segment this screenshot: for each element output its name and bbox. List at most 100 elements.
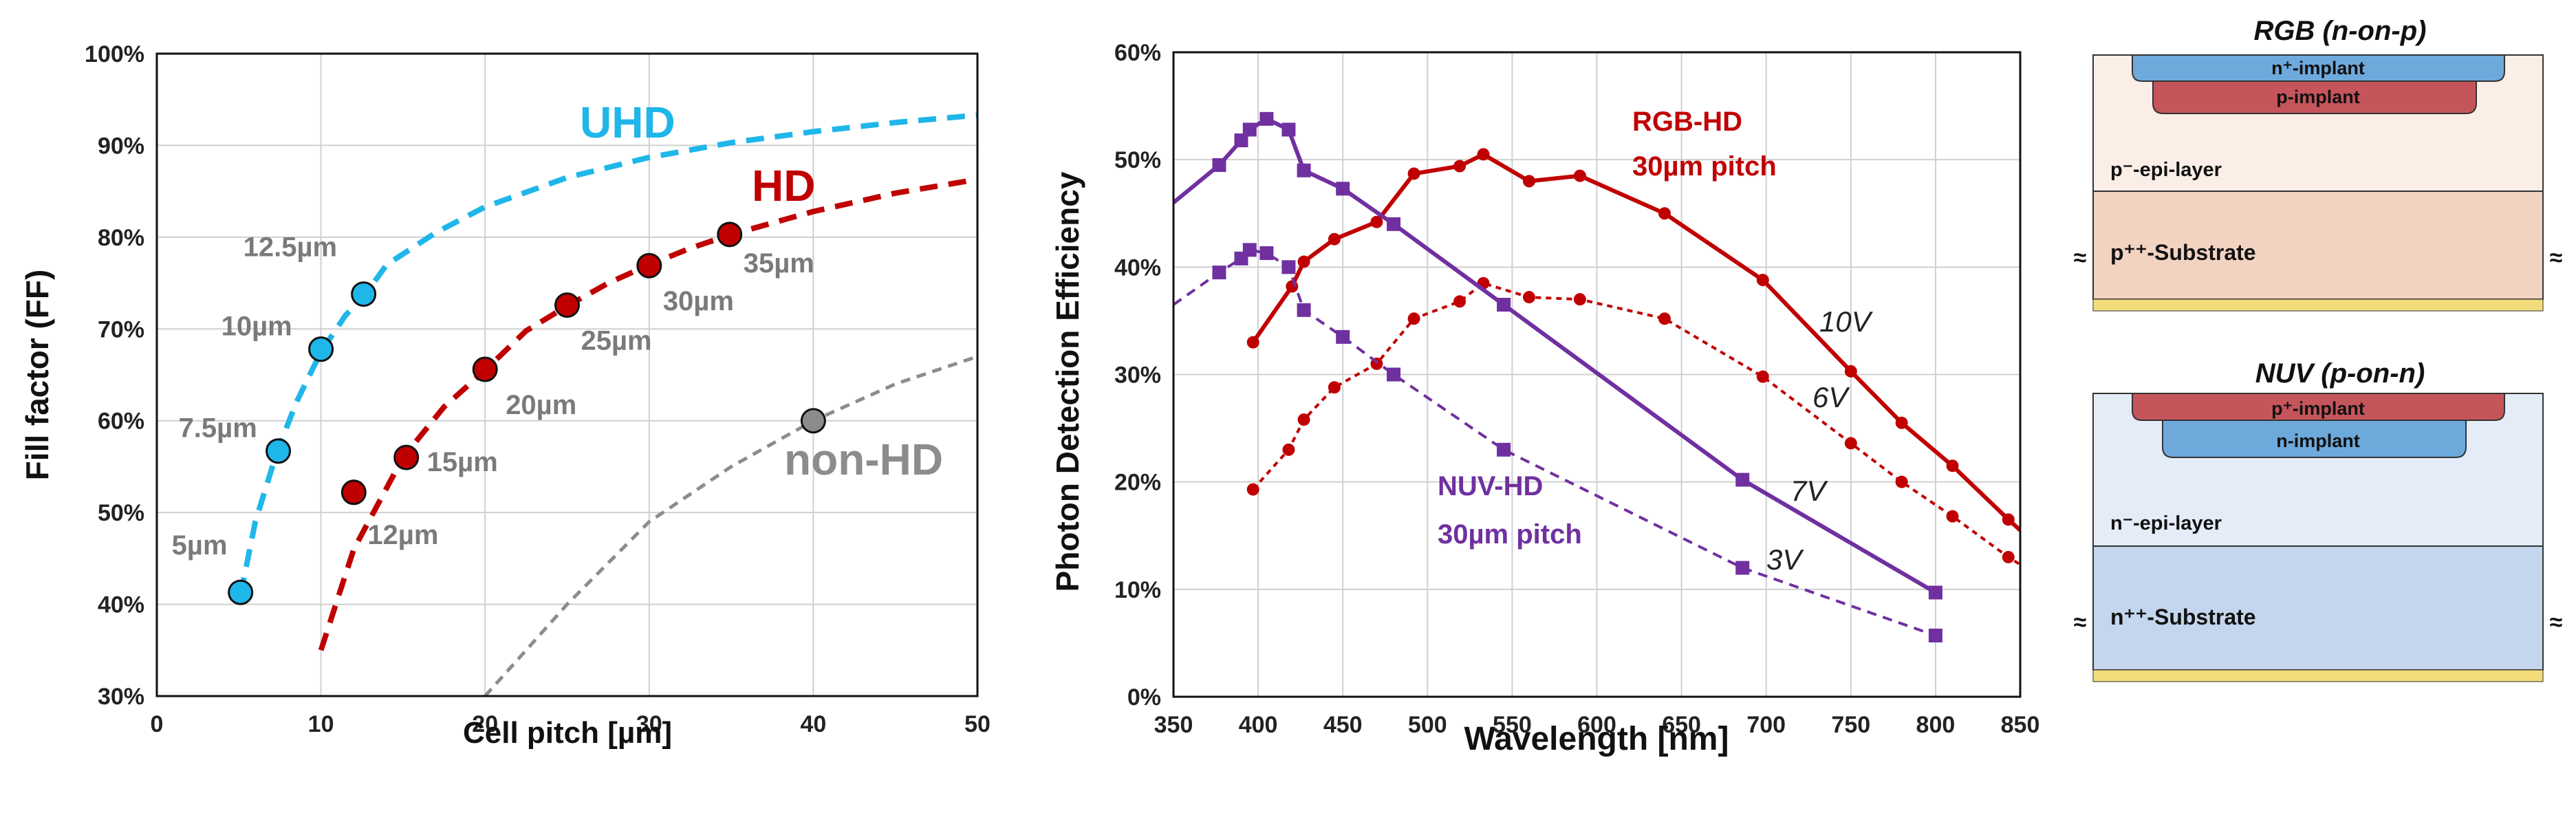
fill-factor-ylabel: Fill factor (FF)	[19, 270, 55, 481]
nuv-metal-contact	[2092, 669, 2544, 682]
label-6v: 6V	[1812, 381, 1850, 413]
point-hd-35-m	[717, 221, 743, 248]
marker-nuv-hd-3v	[1242, 243, 1257, 257]
nuv-top-implant-label: p⁺-implant	[2271, 398, 2365, 419]
marker-rgb-hd-10v	[1286, 280, 1299, 293]
point-non-hd	[800, 408, 826, 434]
fill-factor-xlabel: Cell pitch [µm]	[463, 716, 672, 750]
marker-nuv-hd-7v	[1735, 473, 1750, 487]
nuv-break-left: ≈	[2074, 609, 2087, 636]
marker-rgb-hd-6v	[1282, 443, 1295, 456]
point-label-35-m: 35µm	[744, 248, 814, 279]
rgb-hd-title: RGB-HD	[1632, 107, 1742, 137]
marker-rgb-hd-6v	[1756, 370, 1769, 383]
pde-frame	[1172, 51, 2022, 698]
marker-rgb-hd-10v	[1328, 232, 1341, 246]
marker-rgb-hd-6v	[2002, 550, 2015, 563]
pde-xtick-350: 350	[1154, 712, 1193, 738]
pde-ytick-60: 60%	[1114, 40, 1161, 66]
nuv-inner-implant-label: n-implant	[2276, 431, 2360, 451]
fill-factor-curves	[237, 112, 978, 697]
point-hd-15-m	[393, 444, 420, 470]
pde-ytick-10: 10%	[1114, 577, 1161, 603]
pde-ytick-30: 30%	[1114, 362, 1161, 389]
fill-factor-ytick-70: 70%	[98, 316, 144, 343]
rgb-break-right: ≈	[2550, 245, 2563, 271]
point-uhd-7-5-m	[266, 438, 292, 464]
marker-nuv-hd-7v	[1259, 111, 1274, 126]
marker-rgb-hd-10v	[1370, 215, 1383, 228]
marker-nuv-hd-7v	[1242, 122, 1257, 137]
marker-rgb-hd-6v	[1246, 483, 1259, 496]
marker-rgb-hd-10v	[1756, 274, 1769, 287]
marker-rgb-hd-10v	[1453, 160, 1466, 173]
rgb-metal-contact	[2092, 299, 2544, 312]
pde-xtick-400: 400	[1239, 712, 1278, 738]
fill-factor-xtick-50: 50	[964, 711, 991, 737]
marker-rgb-hd-6v	[1407, 312, 1420, 325]
pde-xtick-600: 600	[1577, 712, 1616, 738]
marker-nuv-hd-3v	[1259, 246, 1274, 261]
rgb-break-left: ≈	[2074, 245, 2087, 271]
marker-nuv-hd-7v	[1336, 182, 1350, 196]
pde-series-group	[1173, 111, 2020, 642]
pde-xtick-450: 450	[1323, 712, 1363, 738]
marker-rgb-hd-10v	[1844, 365, 1857, 378]
marker-rgb-hd-10v	[1477, 148, 1490, 161]
marker-nuv-hd-7v	[1234, 133, 1248, 148]
fill-factor-ytick-100: 100%	[85, 41, 144, 67]
marker-rgb-hd-6v	[1523, 291, 1536, 304]
marker-nuv-hd-7v	[1497, 297, 1511, 312]
marker-rgb-hd-10v	[1297, 255, 1310, 268]
marker-nuv-hd-7v	[1297, 163, 1311, 177]
pde-lines	[1173, 111, 2020, 642]
marker-nuv-hd-3v	[1336, 329, 1350, 344]
rgb-epi-label: p⁻-epi-layer	[2110, 159, 2222, 181]
nuv-epi-label: n⁻-epi-layer	[2110, 512, 2222, 534]
nuv-hd-title: NUV-HD	[1438, 471, 1543, 501]
nuv-hd-pitch: 30µm pitch	[1438, 519, 1582, 550]
nuv-substrate-label: n⁺⁺-Substrate	[2110, 605, 2256, 629]
pde-xtick-750: 750	[1831, 712, 1870, 738]
marker-rgb-hd-6v	[1658, 312, 1671, 325]
rgb-structure-diagram: RGB (n-on-p) n⁺-implant p-implant p⁻-epi…	[2074, 16, 2563, 312]
fill-factor-xtick-10: 10	[308, 711, 334, 737]
fill-factor-grid	[157, 53, 977, 697]
marker-nuv-hd-7v	[1212, 158, 1226, 172]
marker-rgb-hd-6v	[1297, 413, 1310, 426]
rgb-substrate	[2092, 191, 2544, 300]
fill-factor-xtick-20: 20	[472, 711, 498, 737]
marker-nuv-hd-3v	[1212, 265, 1226, 280]
nuv-structure-title: NUV (p-on-n)	[2255, 358, 2425, 389]
pde-xtick-850: 850	[2001, 712, 2040, 738]
label-3v: 3V	[1766, 543, 1804, 576]
fill-factor-points	[228, 221, 826, 605]
pde-xtick-550: 550	[1493, 712, 1532, 738]
point-label-12-m: 12µm	[367, 520, 438, 550]
fill-factor-ytick-50: 50%	[98, 500, 144, 526]
fill-factor-point-labels: 5µm 7.5µm 10µm 12.5µm 12µm 15µm 20µm 25µm 30µm 35…	[172, 232, 814, 561]
fill-factor-ticks: 30% 40% 50% 60% 70% 80% 90% 100% 0 10 20 30 40 50	[85, 41, 991, 737]
curve-non-hd	[484, 354, 978, 697]
fill-factor-ytick-30: 30%	[98, 684, 144, 710]
pde-xtick-800: 800	[1916, 712, 1956, 738]
marker-nuv-hd-7v	[1387, 217, 1401, 231]
marker-nuv-hd-3v	[1928, 628, 1942, 642]
line-nuv-hd-3v	[1173, 248, 1936, 637]
hd-annotation: HD	[752, 161, 815, 210]
pde-ytick-40: 40%	[1114, 254, 1161, 281]
point-label-15-m: 15µm	[427, 447, 498, 477]
marker-rgb-hd-10v	[1407, 167, 1420, 180]
marker-rgb-hd-6v	[1946, 510, 1959, 523]
marker-nuv-hd-3v	[1281, 260, 1296, 274]
marker-nuv-hd-3v	[1735, 561, 1750, 575]
point-label-12-5-m: 12.5µm	[243, 232, 337, 263]
non-hd-annotation: non-HD	[784, 435, 943, 484]
label-10v: 10V	[1819, 305, 1874, 338]
pde-ylabel: Photon Detection Efficiency	[1050, 171, 1085, 592]
point-label-7-5-m: 7.5µm	[179, 413, 257, 444]
marker-rgb-hd-10v	[1895, 416, 1908, 429]
marker-rgb-hd-6v	[1328, 381, 1341, 394]
pde-ytick-50: 50%	[1114, 147, 1161, 173]
